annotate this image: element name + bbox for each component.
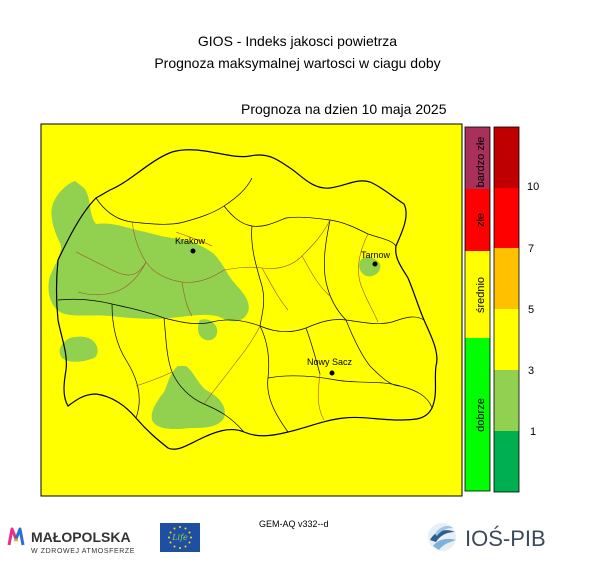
forecast-date: Prognoza na dzien 10 maja 2025	[241, 101, 447, 117]
krakow-marker	[190, 248, 196, 254]
index-scale: 10 7 5 3 1	[493, 126, 539, 493]
scale-tick: 5	[528, 304, 534, 316]
index-swatch-5	[494, 309, 519, 370]
category-dobrze	[465, 338, 490, 491]
scale-tick: 3	[528, 365, 534, 377]
malopolska-name: MAŁOPOLSKA	[31, 529, 131, 545]
index-swatch-3	[494, 370, 519, 431]
category-label: bardzo złe	[475, 137, 487, 188]
chart-subtitle: Prognoza maksymalnej wartosci w ciagu do…	[154, 55, 441, 71]
scale-tick: 7	[528, 243, 534, 255]
category-label: średnio	[475, 277, 487, 313]
map-frame	[40, 123, 463, 497]
index-swatch-1	[494, 431, 519, 492]
category-bardzo-zle	[465, 127, 490, 189]
category-bar: bardzo złe złe średnio dobrze	[464, 126, 491, 492]
malopolska-logo: MAŁOPOLSKA W ZDROWEJ ATMOSFERZE	[7, 527, 135, 555]
scale-tick: 1	[530, 426, 536, 438]
city-markers: Krakow Tarnow Nowy Sacz	[175, 236, 391, 376]
eu-stars-icon	[168, 526, 192, 549]
tarnow-marker	[372, 261, 378, 267]
eu-life-logo: Life	[160, 523, 200, 552]
region-border	[55, 149, 438, 450]
ios-pib-name: IOŚ-PIB	[465, 526, 546, 551]
scale-tick: 10	[527, 181, 539, 193]
district-borders	[75, 219, 379, 421]
index-swatch-10	[494, 127, 519, 188]
nowy-sacz-marker	[329, 370, 335, 376]
index-swatch-9	[494, 188, 519, 248]
category-label: dobrze	[475, 398, 487, 432]
good-air-areas	[48, 181, 381, 430]
county-borders	[57, 177, 433, 433]
model-label: GEM-AQ v332--d	[259, 519, 329, 529]
city-label: Tarnow	[361, 250, 391, 260]
chart-title: GIOS - Indeks jakosci powietrza	[197, 33, 398, 49]
ios-pib-logo: IOŚ-PIB	[428, 523, 546, 551]
index-swatch-7	[494, 248, 519, 309]
index-scale-frame	[493, 126, 520, 493]
category-label: złe	[475, 213, 487, 227]
life-text: Life	[171, 533, 188, 542]
malopolska-tagline: W ZDROWEJ ATMOSFERZE	[31, 548, 135, 555]
ios-swirl-icon	[428, 523, 456, 551]
city-label: Nowy Sacz	[307, 357, 353, 367]
category-srednio	[465, 251, 490, 338]
category-bar-frame	[464, 126, 491, 492]
malopolska-m-icon	[7, 527, 25, 546]
city-label: Krakow	[175, 236, 206, 246]
category-zle	[465, 189, 490, 251]
